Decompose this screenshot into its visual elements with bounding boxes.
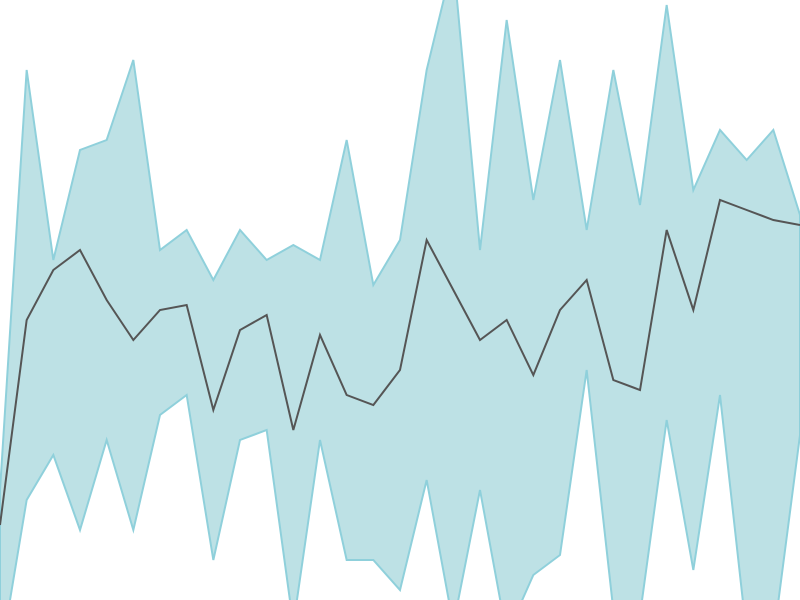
- band-line-chart: [0, 0, 800, 600]
- chart-container: [0, 0, 800, 600]
